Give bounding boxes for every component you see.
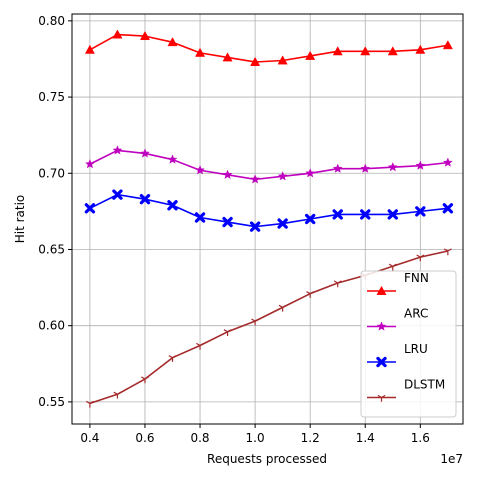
- series-fnn: [84, 29, 453, 66]
- x-axis: 0.4 0.6 0.8 1.0 1.2 1.4 1.6: [80, 424, 430, 445]
- y-axis: 0.55 0.60 0.65 0.70 0.75 0.80: [38, 14, 72, 409]
- x-tick-label: 1.2: [301, 431, 320, 445]
- legend: FNN ARC LRU DLSTM: [360, 270, 457, 418]
- x-tick-label: 0.4: [80, 431, 99, 445]
- data-point-lru: [167, 200, 178, 211]
- data-point-fnn: [250, 56, 261, 66]
- data-point-arc: [222, 169, 233, 179]
- data-point-arc: [415, 160, 426, 170]
- data-point-dlstm: [223, 329, 232, 336]
- legend-marker-lru: [376, 356, 387, 368]
- data-point-dlstm: [113, 391, 122, 399]
- data-point-fnn: [112, 29, 123, 39]
- series-arc: [85, 145, 453, 184]
- data-point-arc: [167, 154, 178, 164]
- data-point-fnn: [387, 46, 398, 56]
- data-point-arc: [250, 174, 260, 184]
- data-point-dlstm: [333, 280, 342, 288]
- legend-marker-arc: [376, 321, 387, 331]
- data-point-fnn: [277, 55, 288, 65]
- data-point-lru: [222, 216, 233, 228]
- legend-entries: FNN ARC LRU DLSTM: [367, 271, 445, 402]
- data-point-fnn: [195, 47, 206, 57]
- data-point-arc: [387, 162, 398, 172]
- data-point-lru: [442, 203, 454, 214]
- data-point-fnn: [305, 50, 316, 60]
- data-point-arc: [332, 163, 343, 173]
- data-point-lru: [360, 209, 371, 220]
- data-point-fnn: [84, 44, 95, 54]
- x-axis-label: Requests processed: [207, 452, 327, 466]
- legend-entry-fnn: FNN: [367, 271, 429, 295]
- data-point-lru: [84, 203, 96, 214]
- data-point-fnn: [442, 40, 453, 50]
- legend-marker-fnn: [376, 285, 387, 295]
- data-point-fnn: [415, 44, 426, 54]
- data-point-fnn: [360, 46, 371, 56]
- y-tick-label: 0.55: [38, 395, 65, 409]
- y-tick-label: 0.70: [38, 166, 65, 180]
- data-point-dlstm: [416, 254, 425, 262]
- legend-entry-dlstm: DLSTM: [367, 378, 445, 402]
- data-point-fnn: [167, 37, 178, 47]
- data-point-lru: [387, 209, 398, 220]
- data-point-lru: [332, 209, 343, 220]
- legend-entry-arc: ARC: [367, 307, 428, 331]
- y-axis-label: Hit ratio: [13, 195, 27, 244]
- legend-label-dlstm: DLSTM: [404, 378, 445, 392]
- data-point-lru: [249, 221, 261, 232]
- legend-frame: [360, 270, 457, 418]
- x-tick-label: 0.8: [190, 431, 209, 445]
- legend-label-fnn: FNN: [404, 271, 429, 285]
- data-point-arc: [140, 148, 150, 158]
- series-line-lru: [89, 193, 448, 228]
- y-tick-label: 0.80: [38, 14, 65, 28]
- data-point-arc: [442, 157, 453, 167]
- data-point-dlstm: [168, 355, 177, 362]
- data-point-arc: [360, 163, 371, 173]
- data-point-dlstm: [85, 400, 94, 408]
- series-lru: [84, 189, 454, 232]
- data-point-lru: [304, 213, 316, 225]
- x-axis-offset-text: 1e7: [440, 452, 463, 466]
- data-point-dlstm: [443, 248, 452, 256]
- data-point-fnn: [222, 52, 233, 62]
- x-tick-label: 1.0: [246, 431, 265, 445]
- data-point-fnn: [139, 30, 150, 41]
- y-tick-label: 0.65: [38, 242, 65, 256]
- data-point-dlstm: [141, 376, 149, 384]
- data-point-dlstm: [306, 291, 315, 298]
- data-point-arc: [277, 171, 288, 181]
- data-point-fnn: [332, 46, 343, 56]
- legend-entry-lru: LRU: [367, 342, 428, 368]
- data-point-lru: [277, 218, 288, 229]
- series-line-dlstm: [89, 250, 449, 405]
- data-point-dlstm: [278, 304, 287, 312]
- series-line-fnn: [89, 33, 448, 63]
- data-point-arc: [305, 168, 316, 178]
- y-tick-label: 0.75: [38, 90, 65, 104]
- data-point-lru: [112, 189, 123, 200]
- data-point-arc: [195, 165, 205, 175]
- legend-label-lru: LRU: [404, 342, 428, 356]
- data-point-arc: [85, 158, 95, 169]
- x-tick-label: 1.4: [356, 431, 375, 445]
- series-line-arc: [89, 149, 448, 181]
- legend-marker-dlstm: [377, 394, 386, 402]
- data-point-lru: [415, 206, 426, 217]
- x-tick-label: 0.6: [135, 431, 154, 445]
- data-point-dlstm: [388, 263, 397, 271]
- y-tick-label: 0.60: [38, 319, 65, 333]
- data-point-lru: [139, 193, 151, 205]
- legend-label-arc: ARC: [404, 307, 428, 321]
- data-point-lru: [194, 212, 206, 223]
- data-point-dlstm: [251, 318, 260, 326]
- plot-frame: [71, 13, 464, 425]
- x-tick-label: 1.6: [411, 431, 430, 445]
- data-point-dlstm: [196, 342, 204, 350]
- data-point-arc: [112, 145, 123, 155]
